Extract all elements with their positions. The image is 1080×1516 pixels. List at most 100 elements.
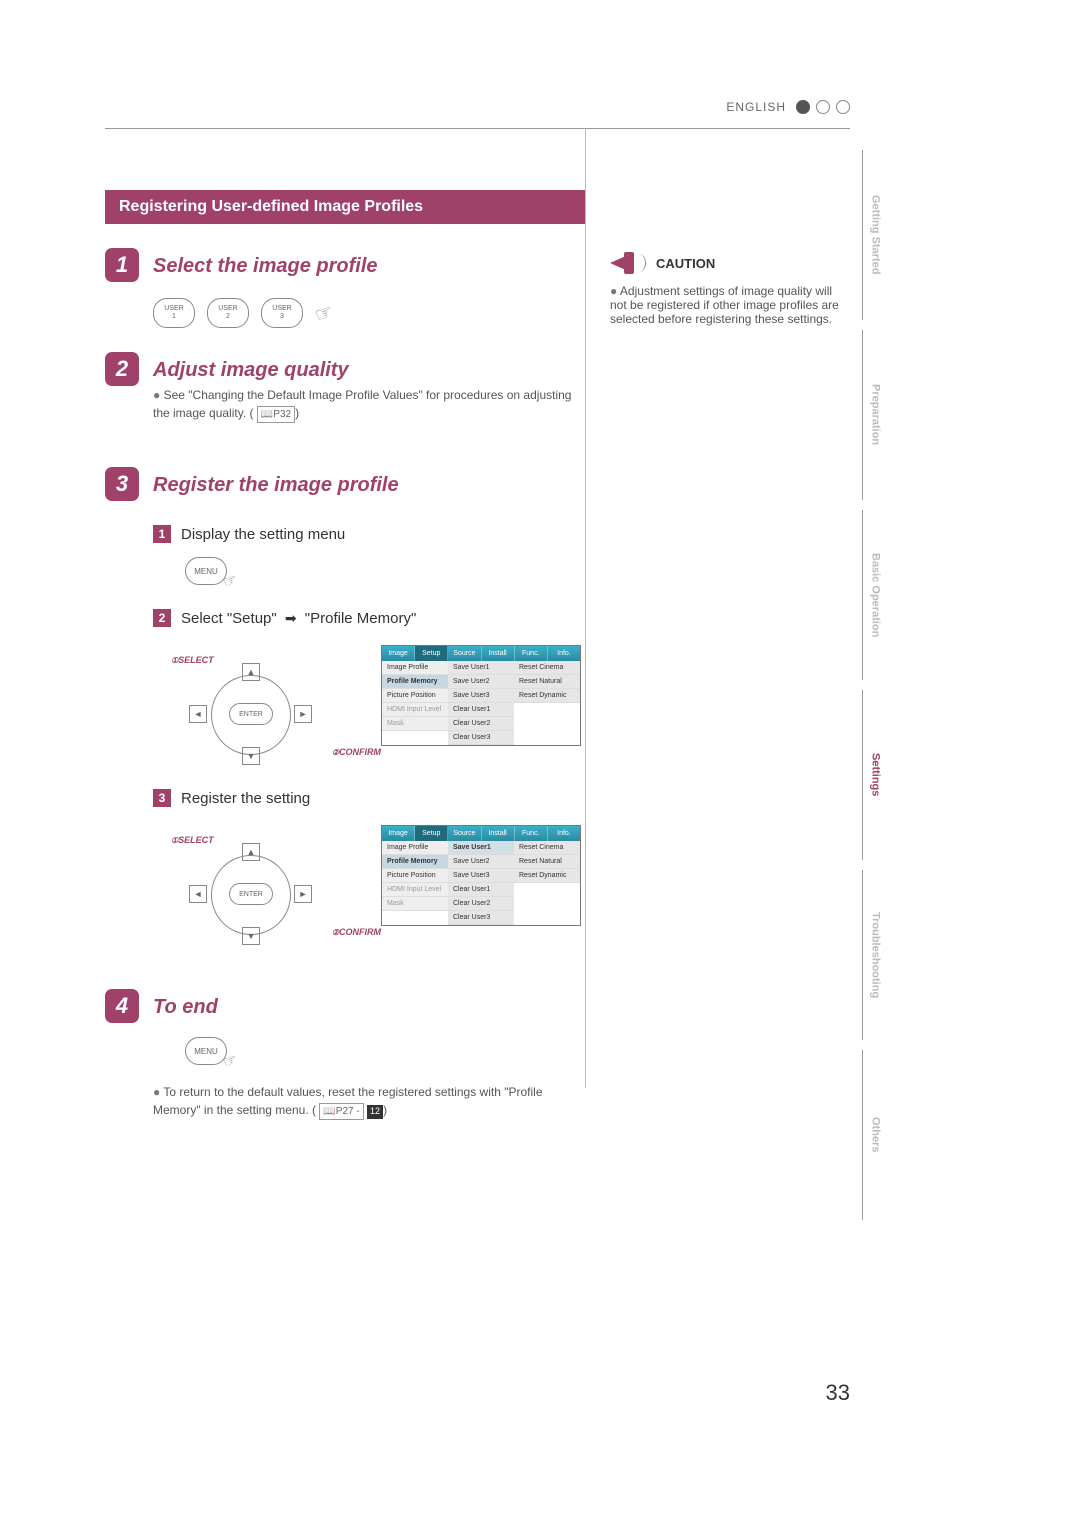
osd-col-mid: Save User1 Save User2 Save User3 Clear U… (448, 661, 514, 745)
step-2-note-end: ) (295, 406, 299, 420)
osd-item: Reset Cinema (514, 841, 580, 855)
nav-left-button[interactable]: ◄ (189, 705, 207, 723)
osd-item: Save User2 (448, 855, 514, 869)
caution-text: Adjustment settings of image quality wil… (610, 284, 840, 326)
osd-tab-image: Image (382, 646, 415, 661)
page-number: 33 (826, 1380, 850, 1406)
nav-enter-button[interactable]: ENTER (229, 883, 273, 905)
step-2-note: See "Changing the Default Image Profile … (153, 386, 585, 423)
section-side-tabs: Getting Started Preparation Basic Operat… (862, 150, 888, 1220)
user3-button[interactable]: USER3 (261, 298, 303, 328)
osd-tab-source: Source (448, 826, 481, 841)
osd-tab-info: Info. (548, 826, 580, 841)
step-title-3: Register the image profile (153, 474, 399, 497)
osd-tab-setup: Setup (415, 646, 448, 661)
nav-enter-button[interactable]: ENTER (229, 703, 273, 725)
page-ref-27: P27 - (336, 1104, 360, 1119)
osd-item: HDMI Input Level (382, 883, 448, 897)
osd-item: HDMI Input Level (382, 703, 448, 717)
osd-item: Reset Dynamic (514, 869, 580, 883)
sub2-a: Select "Setup" (181, 610, 277, 627)
step-title-4: To end (153, 996, 218, 1019)
menu-button[interactable]: MENU (185, 557, 227, 585)
osd-col-right: Reset Cinema Reset Natural Reset Dynamic (514, 841, 580, 925)
osd-col-left: Image Profile Profile Memory Picture Pos… (382, 841, 448, 925)
nav-up-button[interactable]: ▲ (242, 843, 260, 861)
osd-item: Save User2 (448, 675, 514, 689)
header-rule (105, 128, 850, 129)
dot-1 (796, 100, 810, 114)
sub-text-3: Register the setting (181, 790, 310, 807)
nav-down-button[interactable]: ▼ (242, 747, 260, 765)
osd-tabs: Image Setup Source Install Func. Info. (382, 646, 580, 661)
substep-1: 1 Display the setting menu (153, 525, 585, 543)
step-4-note: To return to the default values, reset t… (153, 1083, 585, 1120)
sub-badge-1: 1 (153, 525, 171, 543)
nav-cross-diagram: ①SELECT ENTER ▲ ▼ ◄ ► ②CONFIRM (181, 825, 341, 945)
osd-item: Mask (382, 897, 448, 911)
osd-tab-source: Source (448, 646, 481, 661)
nav-confirm-label: ②CONFIRM (332, 927, 381, 937)
menu-button-row-2: MENU ☞ (105, 1023, 585, 1065)
caution-title: CAUTION (656, 256, 715, 271)
side-tab-troubleshooting: Troubleshooting (862, 870, 888, 1040)
side-tab-getting-started: Getting Started (862, 150, 888, 320)
menu-button-row-1: MENU ☞ (105, 543, 585, 585)
osd-item: Save User1 (448, 661, 514, 675)
substep-2: 2 Select "Setup" ➡ "Profile Memory" (153, 609, 585, 627)
nav-select-label: ①SELECT (171, 835, 214, 845)
osd-item: Reset Natural (514, 675, 580, 689)
menu-button[interactable]: MENU (185, 1037, 227, 1065)
ref-number-badge: 12 (367, 1105, 383, 1119)
step-title-2: Adjust image quality (153, 359, 349, 382)
side-tab-settings: Settings (862, 690, 888, 860)
osd-item: Picture Position (382, 689, 448, 703)
page-ref-icon: 📖 P32 (257, 406, 295, 423)
user2-button[interactable]: USER2 (207, 298, 249, 328)
nav-select-label: ①SELECT (171, 655, 214, 665)
osd-col-right: Reset Cinema Reset Natural Reset Dynamic (514, 661, 580, 745)
side-tab-preparation: Preparation (862, 330, 888, 500)
page-ref-32: P32 (273, 407, 291, 422)
caution-panel: CAUTION Adjustment settings of image qua… (610, 250, 840, 326)
osd-tab-image: Image (382, 826, 415, 841)
caution-header: CAUTION (610, 250, 840, 276)
nav-down-button[interactable]: ▼ (242, 927, 260, 945)
osd-item: Save User3 (448, 689, 514, 703)
dot-3 (836, 100, 850, 114)
sub-text-2: Select "Setup" ➡ "Profile Memory" (181, 610, 416, 627)
osd-item: Clear User3 (448, 911, 514, 925)
nav-right-button[interactable]: ► (294, 705, 312, 723)
user1-button[interactable]: USER1 (153, 298, 195, 328)
osd-item: Save User3 (448, 869, 514, 883)
osd-tab-func: Func. (515, 646, 548, 661)
nav-left-button[interactable]: ◄ (189, 885, 207, 903)
language-label: ENGLISH (726, 100, 786, 114)
osd-tabs: Image Setup Source Install Func. Info. (382, 826, 580, 841)
step-1: 1 Select the image profile (105, 248, 585, 282)
osd-col-mid: Save User1 Save User2 Save User3 Clear U… (448, 841, 514, 925)
manual-page: ENGLISH Getting Started Preparation Basi… (0, 0, 1080, 1516)
main-content: Registering User-defined Image Profiles … (105, 190, 585, 1120)
substep-3: 3 Register the setting (153, 789, 585, 807)
arrow-icon: ➡ (285, 610, 297, 626)
osd-item: Clear User2 (448, 897, 514, 911)
osd-item: Reset Dynamic (514, 689, 580, 703)
osd-tab-func: Func. (515, 826, 548, 841)
side-tab-others: Others (862, 1050, 888, 1220)
sub-badge-3: 3 (153, 789, 171, 807)
osd-item: Picture Position (382, 869, 448, 883)
osd-col-left: Image Profile Profile Memory Picture Pos… (382, 661, 448, 745)
nav-right-button[interactable]: ► (294, 885, 312, 903)
osd-item: Image Profile (382, 841, 448, 855)
step-badge-1: 1 (105, 248, 139, 282)
substep-3-diagram-row: ①SELECT ENTER ▲ ▼ ◄ ► ②CONFIRM Image Set… (153, 807, 585, 945)
osd-item: Mask (382, 717, 448, 731)
osd-body: Image Profile Profile Memory Picture Pos… (382, 841, 580, 925)
osd-item: Reset Natural (514, 855, 580, 869)
osd-item: Reset Cinema (514, 661, 580, 675)
sub-text-1: Display the setting menu (181, 526, 345, 543)
nav-up-button[interactable]: ▲ (242, 663, 260, 681)
step-2: 2 Adjust image quality (105, 352, 585, 386)
osd-item: Clear User1 (448, 883, 514, 897)
